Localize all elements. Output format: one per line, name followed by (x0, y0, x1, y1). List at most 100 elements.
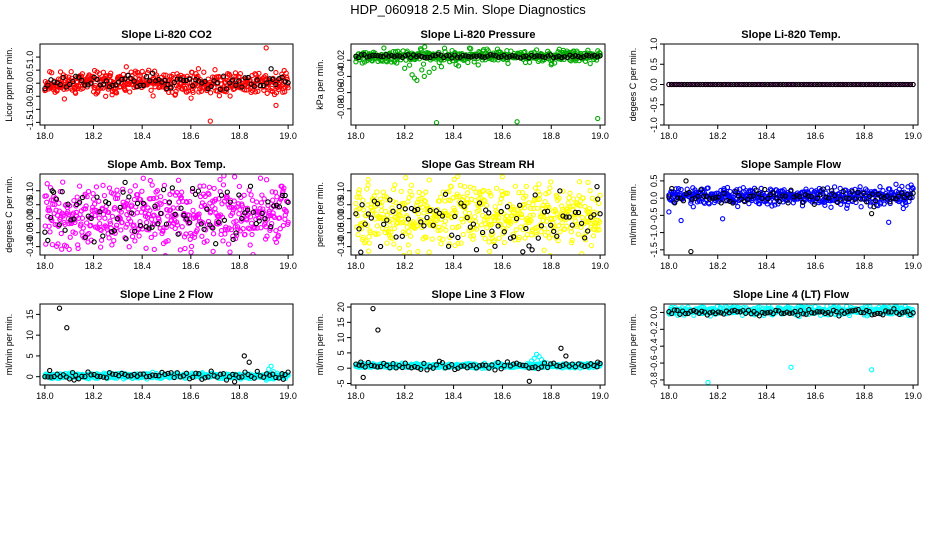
x-tick-label: 18.8 (856, 131, 874, 141)
data-point-all (107, 236, 111, 240)
data-point-all (409, 183, 413, 187)
data-point-selected (425, 216, 429, 220)
data-point-selected (65, 326, 69, 330)
data-point-all (524, 184, 528, 188)
data-point-all (124, 65, 128, 69)
y-tick-label: 0.0 (25, 77, 35, 90)
data-point-all (487, 240, 491, 244)
data-point-all (48, 230, 52, 234)
y-axis-label: degrees C per min. (4, 176, 14, 253)
data-point-selected (269, 67, 273, 71)
y-tick-label: -0.5 (649, 97, 659, 113)
data-point-all (416, 249, 420, 253)
data-point-all (596, 116, 600, 120)
data-point-all (221, 183, 225, 187)
data-point-all (61, 180, 65, 184)
data-point-all (484, 203, 488, 207)
y-tick-label: 15 (25, 309, 35, 319)
data-point-all (180, 225, 184, 229)
data-point-all (94, 185, 98, 189)
data-point-all (128, 90, 132, 94)
panel-4: Slope Amb. Box Temp.degrees C per min.18… (4, 159, 297, 271)
data-point-all (212, 186, 216, 190)
y-axis-label: degees C per min. (628, 48, 638, 122)
data-point-all (667, 210, 671, 214)
data-point-all (163, 199, 167, 203)
x-tick-label: 18.0 (347, 261, 365, 271)
data-point-all (367, 235, 371, 239)
data-point-all (542, 248, 546, 252)
panel-title: Slope Gas Stream RH (421, 159, 534, 171)
data-point-all (367, 249, 371, 253)
data-point-all (91, 192, 95, 196)
data-point-all (200, 234, 204, 238)
data-point-all (145, 220, 149, 224)
data-point-all (399, 189, 403, 193)
data-point-all (68, 235, 72, 239)
data-point-all (178, 248, 182, 252)
data-point-all (274, 229, 278, 233)
data-point-all (439, 195, 443, 199)
panel-title: Slope Li-820 Temp. (741, 29, 840, 41)
x-tick-label: 18.2 (709, 131, 727, 141)
x-tick-label: 19.0 (279, 261, 297, 271)
data-point-all (721, 217, 725, 221)
data-point-all (406, 243, 410, 247)
x-tick-label: 18.0 (347, 131, 365, 141)
data-point-all (443, 219, 447, 223)
data-point-all (859, 205, 863, 209)
y-axis-label: percent per min. (315, 182, 325, 247)
data-point-all (537, 182, 541, 186)
plot-points (667, 303, 915, 385)
data-point-all (567, 196, 571, 200)
x-tick-label: 18.6 (494, 261, 512, 271)
y-axis-label: kPa per min. (315, 59, 325, 110)
data-point-all (825, 186, 829, 190)
data-point-all (202, 70, 206, 74)
y-tick-label: -1.0 (649, 225, 659, 241)
data-point-all (258, 176, 262, 180)
data-point-all (128, 189, 132, 193)
data-point-all (878, 185, 882, 189)
y-tick-label: 1.0 (649, 38, 659, 51)
data-point-all (385, 213, 389, 217)
x-tick-label: 18.8 (231, 131, 249, 141)
data-point-all (135, 211, 139, 215)
x-tick-label: 18.8 (856, 261, 874, 271)
y-tick-label: 0.5 (25, 64, 35, 77)
data-point-all (405, 225, 409, 229)
data-point-all (209, 91, 213, 95)
data-point-all (367, 241, 371, 245)
data-point-all (133, 239, 137, 243)
data-point-all (515, 120, 519, 124)
data-point-all (115, 188, 119, 192)
data-point-all (119, 228, 123, 232)
data-point-all (189, 96, 193, 100)
data-point-all (101, 183, 105, 187)
data-point-all (227, 242, 231, 246)
data-point-selected (559, 346, 563, 350)
data-point-all (422, 211, 426, 215)
data-point-all (588, 189, 592, 193)
x-tick-label: 18.2 (85, 131, 103, 141)
data-point-all (213, 68, 217, 72)
data-point-all (901, 206, 905, 210)
data-point-all (221, 239, 225, 243)
data-point-all (560, 221, 564, 225)
data-point-all (691, 205, 695, 209)
data-point-all (580, 215, 584, 219)
data-point-selected (527, 379, 531, 383)
data-point-all (588, 62, 592, 66)
data-point-all (62, 97, 66, 101)
x-tick-label: 18.4 (133, 131, 151, 141)
data-point-selected (43, 230, 47, 234)
data-point-all (375, 190, 379, 194)
data-point-all (424, 190, 428, 194)
data-point-all (267, 367, 271, 371)
data-point-all (500, 175, 504, 179)
data-point-all (217, 94, 221, 98)
y-tick-label: 0.5 (649, 58, 659, 71)
x-tick-label: 18.2 (85, 261, 103, 271)
data-point-all (110, 214, 114, 218)
